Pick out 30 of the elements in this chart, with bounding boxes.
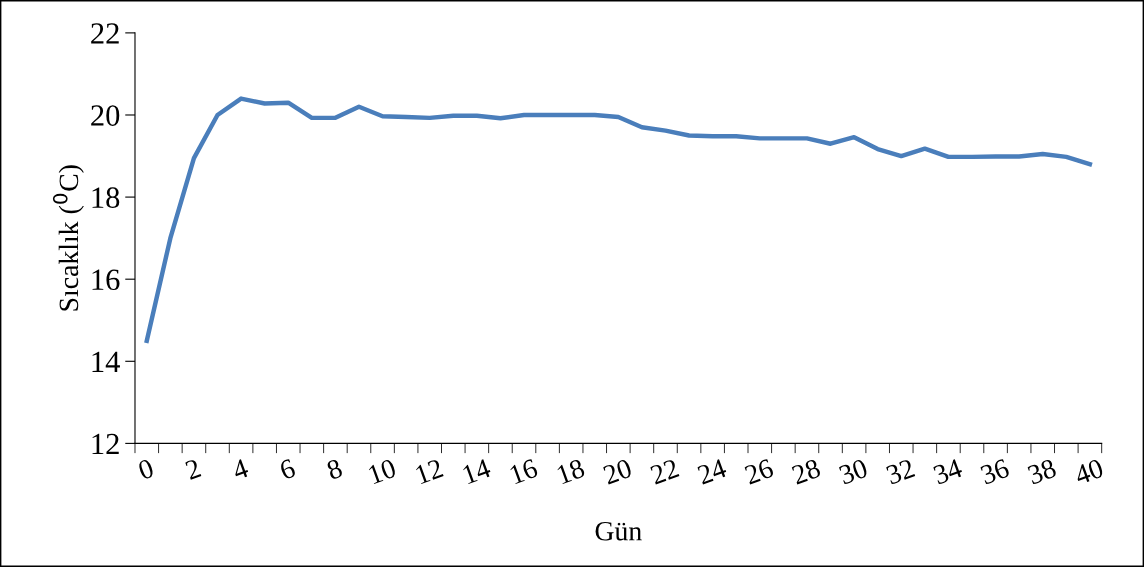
x-tick-label: 34 [932, 458, 964, 485]
line-series [144, 96, 1093, 343]
x-tick-label: 16 [509, 458, 539, 485]
y-tick-label: 14 [92, 351, 120, 372]
x-tick-label: 10 [367, 458, 397, 485]
x-tick-label: 8 [325, 458, 344, 481]
x-tick-label: 28 [791, 458, 822, 485]
x-tick-label: 22 [649, 458, 680, 485]
x-tick-label: 18 [556, 458, 586, 485]
x-tick-label: 0 [137, 458, 155, 481]
x-axis-title: Gün [595, 521, 642, 541]
x-tick-label: 32 [885, 458, 916, 485]
x-tick-label: 2 [184, 458, 202, 480]
x-tick-label: 30 [838, 458, 869, 485]
y-tick-label: 12 [92, 433, 119, 454]
x-tick-label: 38 [1026, 458, 1058, 485]
y-tick-label: 16 [92, 269, 120, 291]
y-tick-label: 22 [91, 23, 119, 44]
x-tick-label: 24 [696, 458, 728, 485]
x-tick-label: 40 [1073, 458, 1105, 485]
x-tick-label: 20 [602, 458, 633, 485]
x-tick-label: 26 [743, 458, 775, 485]
x-tick-label: 12 [414, 458, 444, 485]
x-tick-label: 14 [462, 458, 492, 485]
y-tick-label: 18 [92, 187, 120, 208]
x-tick-label: 4 [231, 458, 250, 480]
y-tick-label: 20 [91, 105, 120, 126]
x-tick-label: 36 [979, 458, 1011, 485]
y-axis-title: Sıcaklık ($^{0}$C) [52, 165, 84, 311]
x-tick-label: 6 [278, 458, 297, 480]
